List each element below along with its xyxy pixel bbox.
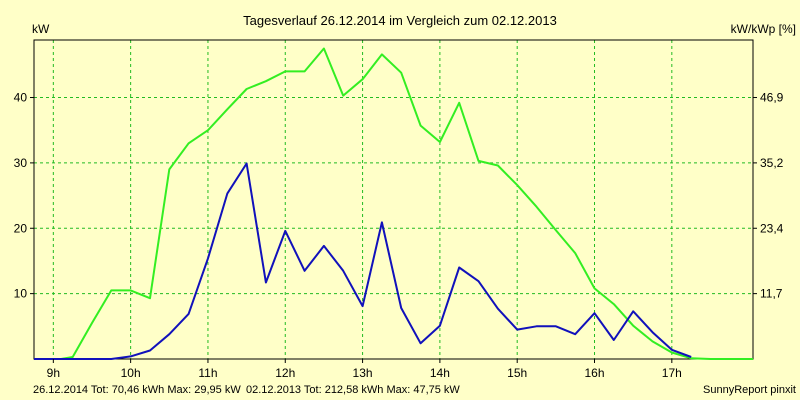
x-tick-label: 17h (662, 366, 682, 380)
plot-frame (33, 39, 754, 360)
x-tick-label: 10h (121, 366, 141, 380)
y-tick-label-left: 20 (14, 221, 28, 235)
y-tick-label-right: 35,2 (760, 156, 784, 170)
legend-entry-2014: 26.12.2014 Tot: 70,46 kWh Max: 29,95 kW (33, 384, 241, 396)
x-tick-label: 16h (584, 366, 604, 380)
y-tick-label-right: 23,4 (760, 221, 784, 235)
x-tick-label: 14h (430, 366, 450, 380)
series-line-2013 (34, 47, 753, 360)
x-tick-label: 13h (353, 366, 373, 380)
legend-entry-2013: 02.12.2013 Tot: 212,58 kWh Max: 47,75 kW (246, 384, 460, 396)
y-tick-label-left: 30 (14, 156, 28, 170)
y-tick-label-left: 40 (14, 91, 28, 105)
grid (34, 40, 753, 359)
y-tick-label-right: 46,9 (760, 91, 784, 105)
legend: 26.12.2014 Tot: 70,46 kWh Max: 29,95 kW … (33, 384, 460, 396)
series-line-2014 (34, 162, 692, 360)
y-tick-label-right: 11,7 (760, 287, 783, 301)
x-tick-label: 12h (275, 366, 295, 380)
y-tick-label-left: 10 (14, 287, 28, 301)
x-tick-label: 15h (507, 366, 527, 380)
chart-title: Tagesverlauf 26.12.2014 im Vergleich zum… (243, 13, 557, 28)
y-axis-label-left: kW (32, 22, 50, 36)
y-axis-label-right: kW/kWp [%] (731, 22, 796, 36)
credit-text: SunnyReport pinxit (703, 384, 796, 396)
x-tick-label: 11h (198, 366, 217, 380)
series-layer (34, 47, 753, 360)
x-tick-label: 9h (47, 366, 60, 380)
axis-layer: 9h 10h 11h 12h 13h 14h 15h 16h 17h 10 20 30 40 11,7 23… (14, 91, 784, 380)
